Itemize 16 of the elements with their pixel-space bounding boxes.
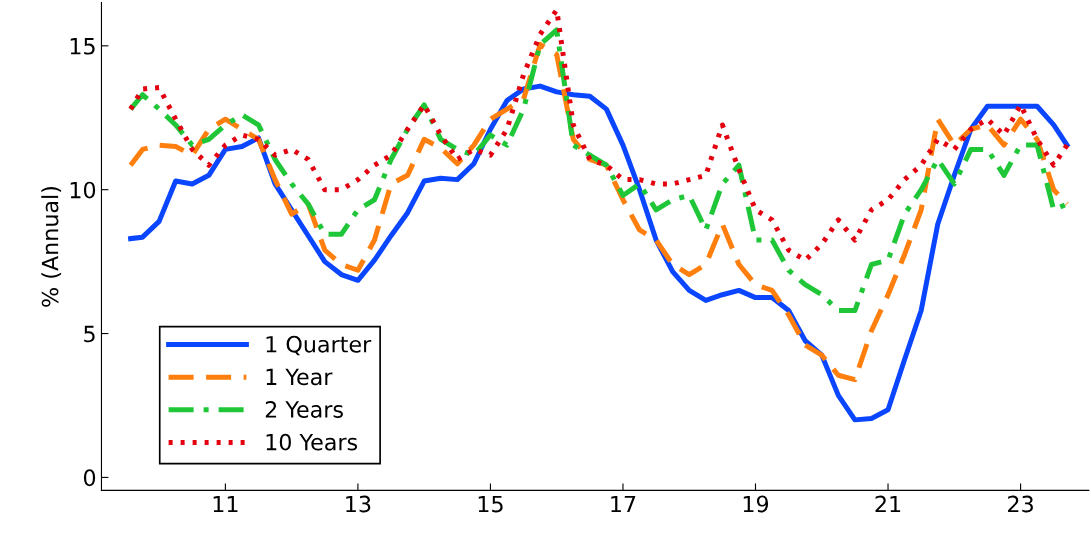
legend-label: 1 Year <box>266 368 333 386</box>
x-tick-label: 21 <box>875 495 901 513</box>
legend-label: 10 Years <box>266 433 358 451</box>
y-tick-label: 5 <box>84 325 95 343</box>
x-tick-label: 17 <box>611 495 636 513</box>
x-tick-label: 13 <box>346 495 371 513</box>
legend-label: 1 Quarter <box>266 335 372 356</box>
x-tick-label: 23 <box>1008 495 1033 513</box>
x-tick-label: 15 <box>478 495 503 513</box>
y-tick-label: 10 <box>70 181 96 199</box>
y-tick-label: 15 <box>70 38 95 55</box>
x-tick-label: 19 <box>743 495 769 513</box>
y-axis-title: % (Annual) <box>41 187 62 307</box>
legend-label: 2 Years <box>265 401 343 418</box>
x-tick-label: 11 <box>213 495 238 513</box>
y-tick-label: 0 <box>83 469 96 487</box>
